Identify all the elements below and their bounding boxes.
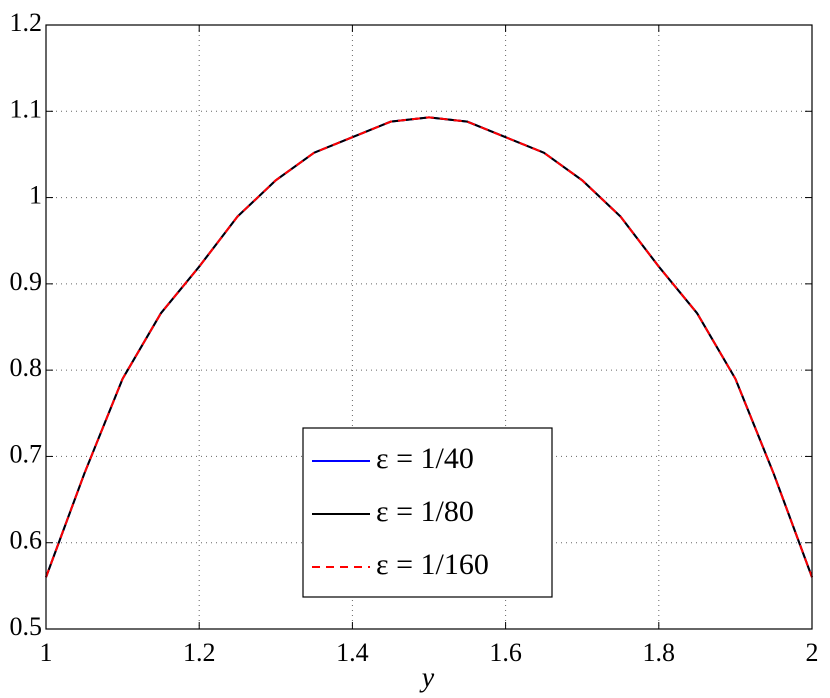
y-tick-label: 0.8 (10, 353, 43, 382)
plot-frame (45, 24, 813, 630)
x-tick-label: 1.2 (183, 638, 216, 667)
x-tick-label: 1 (40, 638, 53, 667)
y-tick-label: 0.9 (10, 267, 43, 296)
y-tick-label: 0.6 (10, 526, 43, 555)
x-tick-label: 1.6 (489, 638, 522, 667)
y-tick-label: 1.2 (10, 8, 43, 37)
legend-label: ε = 1/40 (376, 442, 474, 475)
y-tick-label: 0.7 (10, 439, 43, 468)
x-axis-label: y (419, 662, 435, 693)
legend-label: ε = 1/160 (376, 548, 489, 581)
y-tick-label: 0.5 (10, 612, 43, 641)
x-tick-label: 2 (806, 638, 819, 667)
x-tick-label: 1.8 (643, 638, 676, 667)
legend-label: ε = 1/80 (376, 495, 474, 528)
legend-box (302, 427, 553, 598)
y-tick-label: 1.1 (10, 94, 43, 123)
data-line (45, 116, 813, 578)
x-tick-label: 1.4 (336, 638, 369, 667)
y-tick-label: 1 (29, 181, 42, 210)
